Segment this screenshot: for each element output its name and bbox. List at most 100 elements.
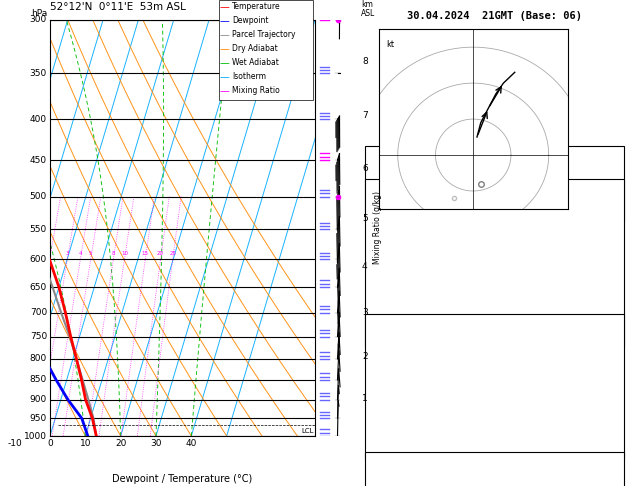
Text: 5: 5: [89, 251, 92, 256]
Text: 1003: 1003: [595, 349, 618, 359]
Text: 40: 40: [186, 439, 197, 448]
Text: θₑ (K): θₑ (K): [370, 372, 406, 382]
Text: 52°12'N  0°11'E  53m ASL: 52°12'N 0°11'E 53m ASL: [50, 2, 186, 12]
Text: 20: 20: [157, 251, 164, 256]
Text: PW (cm): PW (cm): [370, 204, 412, 214]
Text: —: —: [220, 2, 230, 12]
Text: -10: -10: [8, 439, 22, 448]
Text: K: K: [370, 157, 377, 168]
Text: —: —: [220, 16, 230, 26]
Text: 13: 13: [606, 307, 618, 317]
Text: 300: 300: [30, 16, 47, 24]
Text: 6: 6: [362, 164, 368, 173]
Text: 5: 5: [362, 214, 368, 223]
Text: 3: 3: [613, 396, 618, 406]
Text: 13.1: 13.1: [595, 214, 618, 224]
Text: 30: 30: [150, 439, 162, 448]
Text: —: —: [220, 16, 230, 26]
Text: 20: 20: [115, 439, 126, 448]
Text: 350: 350: [30, 69, 47, 78]
Text: 750: 750: [30, 332, 47, 341]
Text: Parcel Trajectory: Parcel Trajectory: [232, 30, 296, 39]
Text: 10.7: 10.7: [595, 237, 618, 247]
Text: —: —: [220, 44, 230, 54]
Text: —: —: [220, 44, 230, 54]
Text: CAPE (J): CAPE (J): [370, 419, 418, 429]
Text: 3: 3: [65, 251, 69, 256]
Text: Mixing Ratio: Mixing Ratio: [232, 86, 280, 95]
Bar: [365, 146, 623, 221]
Text: Dewpoint: Dewpoint: [232, 16, 269, 25]
Text: Wet Adiabat: Wet Adiabat: [232, 58, 279, 67]
Text: Most Unstable: Most Unstable: [456, 322, 533, 332]
Text: 4: 4: [79, 251, 82, 256]
Text: 950: 950: [30, 414, 47, 423]
Text: 308: 308: [601, 260, 618, 271]
Text: 700: 700: [30, 308, 47, 317]
Text: Temperature: Temperature: [232, 2, 281, 11]
Text: 10: 10: [80, 439, 91, 448]
Text: LCL: LCL: [302, 428, 314, 434]
Text: Lifted Index: Lifted Index: [370, 396, 442, 406]
Text: Parcel Trajectory: Parcel Trajectory: [232, 30, 296, 39]
Text: Dry Adiabat: Dry Adiabat: [232, 44, 278, 53]
Text: —: —: [220, 72, 230, 82]
Text: 3: 3: [362, 308, 368, 317]
Text: 8: 8: [362, 57, 368, 66]
Text: kt: kt: [386, 40, 394, 49]
Text: Totals Totals: Totals Totals: [370, 181, 447, 191]
Text: 2: 2: [613, 442, 618, 452]
Text: 2: 2: [362, 352, 367, 361]
Bar: [365, 314, 623, 459]
Text: 15: 15: [142, 251, 149, 256]
Text: 400: 400: [30, 115, 47, 124]
Text: 3: 3: [613, 284, 618, 294]
Text: Dewpoint: Dewpoint: [232, 16, 269, 25]
Text: Wet Adiabat: Wet Adiabat: [232, 58, 279, 67]
Text: Mixing Ratio (g/kg): Mixing Ratio (g/kg): [374, 191, 382, 264]
Text: CIN (J): CIN (J): [370, 330, 412, 341]
Text: km
ASL: km ASL: [361, 0, 376, 18]
Text: 15: 15: [606, 157, 618, 168]
Text: Isotherm: Isotherm: [232, 72, 266, 81]
Text: Lifted Index: Lifted Index: [370, 284, 442, 294]
Text: 13: 13: [606, 419, 618, 429]
Text: 10: 10: [121, 251, 128, 256]
Text: —: —: [220, 58, 230, 68]
Text: 4: 4: [362, 262, 367, 271]
Text: CAPE (J): CAPE (J): [370, 307, 418, 317]
Text: 550: 550: [30, 225, 47, 234]
Text: 900: 900: [30, 395, 47, 404]
Text: 25: 25: [169, 251, 176, 256]
Text: —: —: [220, 86, 230, 96]
Text: Temperature: Temperature: [232, 2, 281, 11]
Text: Dewp (°C): Dewp (°C): [370, 237, 424, 247]
Text: 850: 850: [30, 375, 47, 384]
Text: 7: 7: [362, 111, 368, 121]
Text: 30.04.2024  21GMT (Base: 06): 30.04.2024 21GMT (Base: 06): [407, 11, 582, 21]
Text: 46: 46: [606, 181, 618, 191]
Text: —: —: [220, 2, 230, 12]
Text: 308: 308: [601, 372, 618, 382]
Text: —: —: [220, 30, 230, 40]
Text: CIN (J): CIN (J): [370, 442, 412, 452]
Text: 650: 650: [30, 283, 47, 292]
Text: Isotherm: Isotherm: [232, 72, 266, 81]
Text: 0: 0: [47, 439, 53, 448]
Text: 1: 1: [362, 394, 368, 403]
Text: 2: 2: [613, 330, 618, 341]
Text: Dewpoint / Temperature (°C): Dewpoint / Temperature (°C): [113, 474, 253, 484]
Text: —: —: [220, 58, 230, 68]
Text: Hodograph: Hodograph: [468, 460, 521, 470]
Text: Surface: Surface: [474, 187, 515, 197]
Text: 500: 500: [30, 192, 47, 201]
Text: 1000: 1000: [24, 432, 47, 440]
Text: 1.7: 1.7: [601, 204, 618, 214]
Text: 800: 800: [30, 354, 47, 364]
Text: θₑ(K): θₑ(K): [370, 260, 400, 271]
Bar: [365, 179, 623, 347]
Text: Temp (°C): Temp (°C): [370, 214, 424, 224]
Text: 450: 450: [30, 156, 47, 165]
Text: —: —: [220, 30, 230, 40]
Text: —: —: [220, 86, 230, 96]
